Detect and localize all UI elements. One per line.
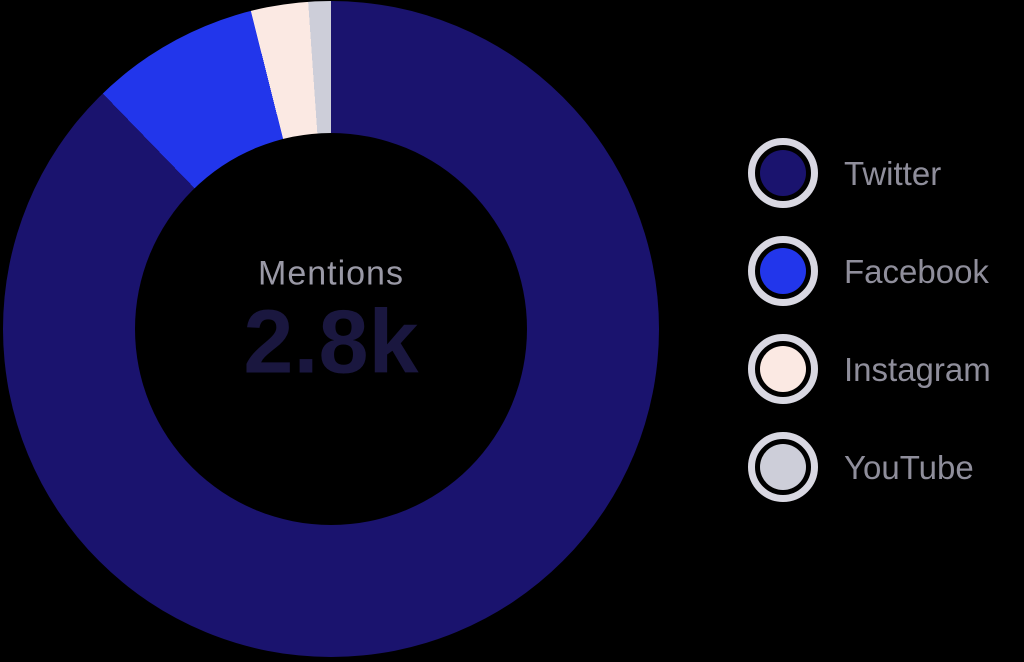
youtube-swatch-ring — [748, 432, 818, 502]
legend-label-twitter: Twitter — [844, 154, 942, 192]
facebook-swatch — [760, 248, 806, 294]
chart-legend: Twitter Facebook Instagram YouTube — [748, 138, 991, 502]
twitter-swatch-ring — [748, 138, 818, 208]
donut-hole — [135, 133, 527, 525]
facebook-swatch-ring — [748, 236, 818, 306]
legend-item-instagram[interactable]: Instagram — [748, 334, 991, 404]
youtube-swatch — [760, 444, 806, 490]
donut-chart[interactable] — [3, 1, 659, 657]
legend-item-facebook[interactable]: Facebook — [748, 236, 991, 306]
instagram-swatch-ring — [748, 334, 818, 404]
legend-label-facebook: Facebook — [844, 252, 989, 290]
legend-item-youtube[interactable]: YouTube — [748, 432, 991, 502]
instagram-swatch — [760, 346, 806, 392]
twitter-swatch — [760, 150, 806, 196]
legend-label-instagram: Instagram — [844, 350, 991, 388]
center-metric-value: 2.8k — [243, 292, 419, 393]
legend-label-youtube: YouTube — [844, 448, 974, 486]
legend-item-twitter[interactable]: Twitter — [748, 138, 991, 208]
donut-center-text: Mentions 2.8k — [243, 254, 419, 393]
center-metric-label: Mentions — [258, 254, 404, 293]
